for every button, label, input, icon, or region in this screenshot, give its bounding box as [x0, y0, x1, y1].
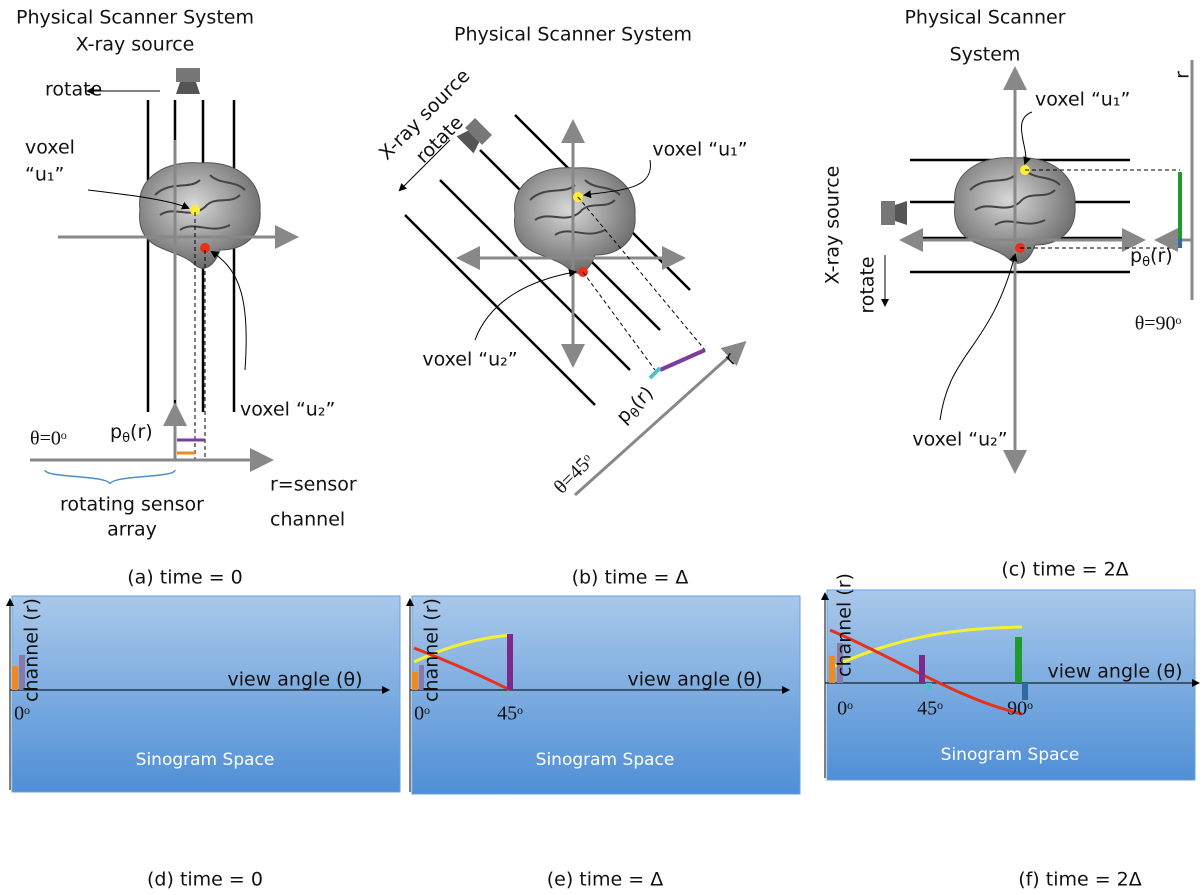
- angle-label: θ=0ᵒ: [30, 428, 67, 450]
- panel-b: Physical Scanner System X-ray source rot…: [375, 24, 748, 589]
- bar: [507, 634, 513, 690]
- bar: [919, 655, 925, 683]
- x-label: view angle (θ): [228, 669, 363, 691]
- title: Physical Scanner System: [16, 7, 254, 29]
- angle-label: 0ᵒ: [414, 703, 430, 725]
- caption: (c) time = 2Δ: [1001, 559, 1128, 581]
- bar: [926, 683, 932, 690]
- axis-label: r: [720, 348, 741, 369]
- label-part: (r): [1150, 245, 1173, 267]
- sinogram-e: channel (r) view angle (θ) 0ᵒ 45ᵒ Sinogr…: [410, 596, 800, 891]
- rotate-label: rotate: [45, 79, 102, 101]
- source-label: X-ray source: [76, 34, 195, 56]
- pointer: [940, 255, 1015, 420]
- y-label: channel (r): [421, 598, 443, 702]
- panel-a: Physical Scanner System X-ray source rot…: [16, 7, 357, 589]
- projection-bar: [660, 350, 705, 370]
- sensor-label: rotating sensor: [60, 494, 204, 516]
- projection-label: pθ(r): [110, 421, 153, 446]
- caption: (f) time = 2Δ: [1018, 869, 1142, 891]
- brain: [140, 163, 261, 269]
- angle-label: 45ᵒ: [917, 698, 943, 720]
- sensor-label: array: [107, 519, 157, 541]
- voxel-label: voxel: [25, 137, 75, 159]
- angle-label: 0ᵒ: [837, 698, 853, 720]
- title: Physical Scanner: [904, 7, 1065, 29]
- sinogram-f: channel (r) view angle (θ) 0ᵒ 45ᵒ 90ᵒ Si…: [825, 573, 1198, 890]
- caption: (b) time = Δ: [572, 567, 689, 589]
- channel-label: r=sensor: [270, 474, 357, 496]
- panel-c: Physical Scanner System voxel “u₁” voxel…: [822, 7, 1194, 581]
- projection-line: [578, 197, 705, 350]
- label-part: p: [1130, 245, 1142, 267]
- projection-line: [583, 272, 655, 370]
- angle-label: θ=45ᵒ: [550, 450, 599, 499]
- xray-source: [176, 68, 200, 94]
- caption: (e) time = Δ: [547, 869, 663, 891]
- caption: (a) time = 0: [127, 567, 243, 589]
- x-label: view angle (θ): [1048, 661, 1183, 683]
- voxel-label: voxel “u₂”: [422, 349, 517, 371]
- voxel-label: voxel “u₁”: [1035, 89, 1130, 111]
- label-part: p: [110, 421, 122, 443]
- space-label: Sinogram Space: [941, 745, 1080, 765]
- title: System: [950, 44, 1021, 66]
- label-part: (r): [130, 421, 153, 443]
- x-label: view angle (θ): [628, 669, 763, 691]
- voxel-label: voxel “u₁”: [652, 139, 747, 161]
- title: Physical Scanner System: [454, 24, 692, 46]
- rotate-label: rotate: [857, 256, 879, 313]
- angle-label: 45ᵒ: [497, 703, 523, 725]
- space-label: Sinogram Space: [536, 750, 675, 770]
- pointer: [212, 252, 246, 370]
- channel-label: channel: [270, 509, 345, 531]
- voxel-label: “u₁”: [25, 164, 64, 186]
- axis-label: r: [1172, 71, 1194, 79]
- bar: [1015, 637, 1022, 683]
- angle-label: θ=90ᵒ: [1135, 313, 1182, 335]
- y-label: channel (r): [21, 598, 43, 702]
- figure: Physical Scanner System X-ray source rot…: [0, 0, 1203, 895]
- pointer: [1021, 112, 1032, 163]
- label-part: θ: [122, 431, 130, 446]
- xray-source: [881, 201, 907, 225]
- angle-label: 90ᵒ: [1007, 698, 1033, 720]
- projection-label: pθ(r): [612, 382, 660, 430]
- angle-label: 0ᵒ: [14, 703, 30, 725]
- space-label: Sinogram Space: [136, 750, 275, 770]
- source-label: X-ray source: [822, 166, 844, 285]
- y-label: channel (r): [834, 573, 856, 677]
- label-part: θ: [1142, 255, 1150, 270]
- caption: (d) time = 0: [147, 869, 263, 891]
- projection-label: pθ(r): [1130, 245, 1173, 270]
- voxel-label: voxel “u₂”: [240, 399, 335, 421]
- voxel-label: voxel “u₂”: [912, 429, 1007, 451]
- sinogram-d: channel (r) view angle (θ) 0ᵒ Sinogram S…: [10, 596, 400, 891]
- brace: [45, 470, 175, 484]
- pointer: [475, 272, 575, 340]
- bar: [412, 672, 418, 690]
- bar: [12, 666, 18, 690]
